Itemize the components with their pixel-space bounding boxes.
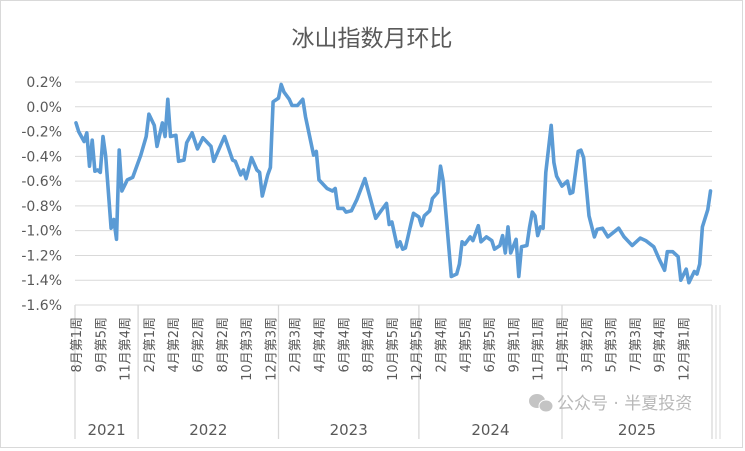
- x-tick-label: 12月第5周: [410, 317, 425, 381]
- x-tick-label: 12月第1周: [678, 317, 693, 381]
- y-tick-label: -0.2%: [21, 125, 62, 141]
- x-tick-label: 8月第2周: [216, 317, 231, 373]
- chart-title: 冰山指数月环比: [292, 26, 453, 52]
- wechat-icon: [529, 394, 554, 413]
- x-tick-label: 7月第3周: [629, 317, 644, 373]
- y-tick-label: -0.8%: [21, 199, 62, 215]
- x-axis: 8月第1周 9月第5周 11月第4周 2月第1周 4月第2周 6月第2周 8月第2周 10月第…: [70, 304, 721, 439]
- watermark-text: 公众号 · 半夏投资: [557, 394, 692, 414]
- x-tick-label: 5月第3周: [605, 317, 620, 373]
- y-tick-label: 0.0%: [26, 100, 62, 116]
- x-tick-label: 10月第5周: [386, 317, 401, 381]
- x-tick-label: 8月第1周: [70, 317, 85, 373]
- y-tick-label: -0.6%: [21, 174, 62, 190]
- x-tick-label: 1月第1周: [556, 317, 571, 373]
- y-tick-label: -1.2%: [21, 248, 62, 264]
- year-label: 2021: [87, 421, 125, 439]
- series-line: [74, 82, 713, 285]
- x-tick-label: 11月第4周: [119, 317, 134, 381]
- x-tick-label: 4月第4周: [313, 317, 328, 373]
- x-tick-label: 3月第2周: [580, 317, 595, 373]
- year-label: 2022: [189, 421, 227, 439]
- x-tick-label: 9月第5周: [94, 317, 109, 373]
- y-tick-label: -1.6%: [21, 298, 62, 314]
- x-tick-label: 6月第4周: [337, 317, 352, 373]
- y-tick-label: -1.0%: [21, 224, 62, 240]
- series-line-group: [74, 82, 713, 285]
- y-tick-label: 0.2%: [26, 75, 62, 91]
- x-tick-label: 9月第4周: [653, 317, 668, 373]
- year-label: 2025: [618, 421, 656, 439]
- y-axis: 0.2% 0.0% -0.2% -0.4% -0.6% -0.8% -1.0% -1.2% -1…: [21, 75, 62, 314]
- y-tick-label: -0.4%: [21, 149, 62, 165]
- x-tick-label: 9月第1周: [507, 317, 522, 373]
- x-tick-label: 4月第5周: [459, 317, 474, 373]
- x-tick-label: 2月第4周: [435, 317, 450, 373]
- y-tick-label: -1.4%: [21, 273, 62, 289]
- x-tick-label: 8月第4周: [362, 317, 377, 373]
- year-label: 2024: [471, 421, 509, 439]
- x-tick-label: 4月第2周: [167, 317, 182, 373]
- x-tick-label: 11月第1周: [532, 317, 547, 381]
- x-tick-label: 6月第5周: [483, 317, 498, 373]
- x-tick-label: 12月第3周: [264, 317, 279, 381]
- x-tick-label: 10月第3周: [240, 317, 255, 381]
- x-tick-label: 2月第1周: [143, 317, 158, 373]
- x-tick-label: 6月第2周: [192, 317, 207, 373]
- x-tick-label: 2月第3周: [289, 317, 304, 373]
- year-label: 2023: [330, 421, 368, 439]
- watermark: 公众号 · 半夏投资: [529, 394, 692, 414]
